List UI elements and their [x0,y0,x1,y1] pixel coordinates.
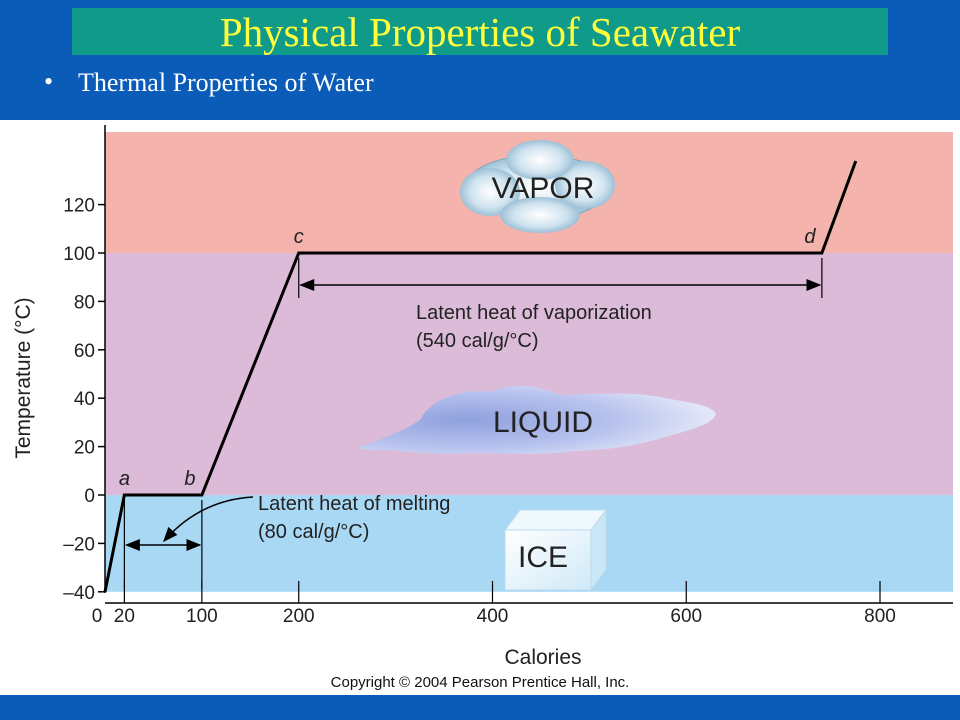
vaporization-label-line1: Latent heat of vaporization [416,302,652,324]
chart-annotations [123,258,823,588]
y-tick-label: 0 [84,486,95,507]
copyright-text: Copyright © 2004 Pearson Prentice Hall, … [331,674,630,691]
y-tick-label: 80 [74,292,95,313]
region-label-vapor: VAPOR [492,172,595,205]
point-label-b: b [184,468,195,490]
point-label-a: a [119,468,130,490]
y-tick-label: 120 [63,196,95,217]
chart-labels: VAPOR LIQUID ICE Latent heat of vaporiza… [12,172,816,691]
x-tick-label: 400 [477,606,509,627]
melting-label-line2: (80 cal/g/°C) [258,521,369,543]
y-tick-label: 40 [74,389,95,410]
x-tick-label: 200 [283,606,315,627]
slide-header: Physical Properties of Seawater • Therma… [0,0,960,120]
y-tick-label: –20 [63,534,95,555]
y-tick-label: 100 [63,244,95,265]
bullet-dot-icon: • [44,67,54,96]
region-liquid [105,253,953,495]
heating-curve [103,160,858,593]
point-label-d: d [804,226,816,248]
liquid-puddle-icon [359,385,716,454]
melting-pointer-arrow [163,496,254,543]
x-axis-label: Calories [504,646,581,669]
title-band [72,8,888,55]
series-lines [103,160,858,593]
region-label-ice: ICE [518,541,568,574]
y-axis-label: Temperature (°C) [12,297,35,458]
y-tick-label: 20 [74,438,95,459]
slide-title: Physical Properties of Seawater [219,9,741,55]
x-tick-label: 600 [670,606,702,627]
ice-cube-icon [504,508,607,592]
bullet-text: Thermal Properties of Water [78,68,374,97]
x-tick-label: 100 [186,606,218,627]
footer-band [0,695,960,720]
phase-illustrations [359,140,716,592]
y-tick-label: –40 [63,583,95,604]
y-tick-label: 60 [74,341,95,362]
chart-axes: –40 –20 0 20 40 60 80 100 120 0 20 100 200 400 600 800 [63,125,953,627]
melting-label-line1: Latent heat of melting [258,493,450,515]
x-tick-label: 0 [92,606,103,627]
point-label-c: c [294,226,304,248]
x-tick-label: 20 [114,606,135,627]
region-label-liquid: LIQUID [493,406,593,439]
figure-panel: –40 –20 0 20 40 60 80 100 120 0 20 100 200 400 600 800 … [0,120,960,695]
vapor-cloud-icon [460,140,615,233]
x-tick-label: 800 [864,606,896,627]
vaporization-label-line2: (540 cal/g/°C) [416,330,539,352]
